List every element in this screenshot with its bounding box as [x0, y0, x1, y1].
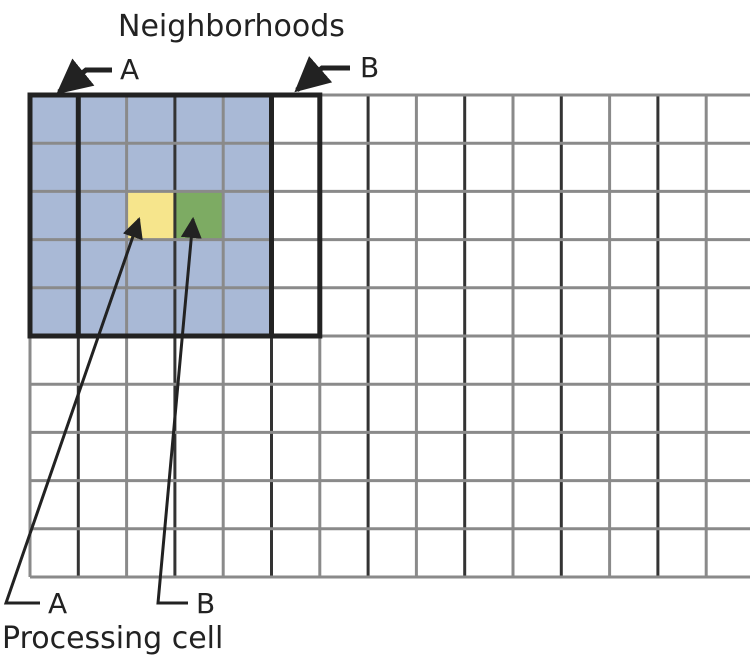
neighborhood-b-border — [75, 92, 323, 339]
neighborhoods-title: Neighborhoods — [118, 9, 345, 44]
neighborhood-b-pointer — [294, 56, 350, 93]
processing-cell-b-label: B — [196, 587, 215, 620]
processing-cell-a-label: A — [48, 587, 67, 620]
processing-cell-a-pointer — [3, 217, 143, 605]
processing-cell-b-pointer — [156, 216, 202, 605]
neighborhood-a-pointer — [56, 58, 112, 95]
neighborhood-b-label: B — [360, 51, 379, 84]
processing-cell-b — [174, 191, 224, 240]
neighborhood-borders — [27, 92, 323, 339]
grid-cells — [30, 95, 272, 336]
processing-cell-title: Processing cell — [2, 621, 223, 656]
neighborhood-a-label: A — [120, 53, 139, 86]
